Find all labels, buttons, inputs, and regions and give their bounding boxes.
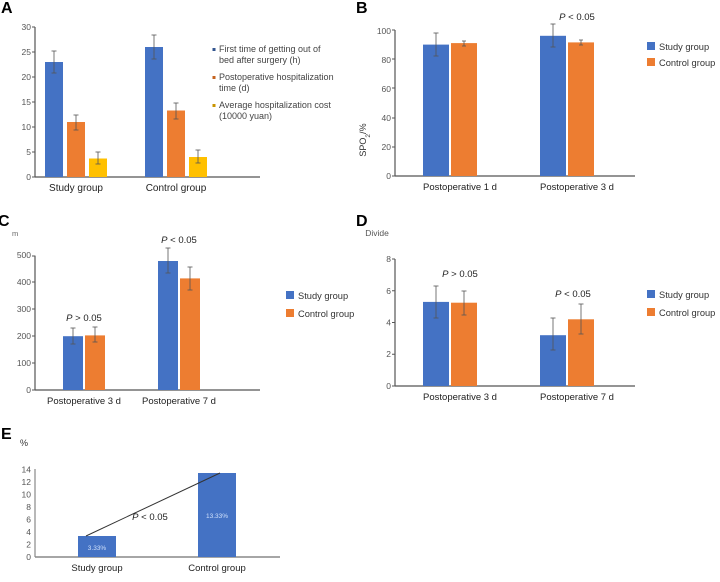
svg-text:Control group: Control group [298,309,354,319]
svg-text:10: 10 [22,490,32,500]
svg-text:m: m [12,229,18,238]
svg-text:0: 0 [26,385,31,395]
svg-text:Postoperative 3 d: Postoperative 3 d [423,392,497,403]
svg-text:P < 0.05: P < 0.05 [161,235,197,246]
svg-text:Divide: Divide [365,228,389,238]
svg-text:8: 8 [26,502,31,512]
svg-text:60: 60 [382,84,392,94]
svg-text:Study group: Study group [659,290,709,300]
svg-text:C: C [0,213,10,230]
svg-text:400: 400 [17,277,31,287]
svg-text:Control group: Control group [188,563,246,574]
svg-text:First time of getting out of: First time of getting out of [219,44,321,54]
svg-text:B: B [356,0,368,17]
svg-text:30: 30 [22,22,32,32]
svg-text:%: % [20,438,28,448]
svg-text:P < 0.05: P < 0.05 [559,12,595,23]
svg-text:300: 300 [17,304,31,314]
svg-text:Postoperative 3 d: Postoperative 3 d [540,182,614,193]
svg-text:100: 100 [377,26,391,36]
svg-text:P > 0.05: P > 0.05 [66,313,102,324]
svg-text:6: 6 [26,515,31,525]
svg-text:0: 0 [386,381,391,391]
svg-text:100: 100 [17,358,31,368]
svg-text:20: 20 [22,72,32,82]
svg-text:0: 0 [26,552,31,562]
svg-text:8: 8 [386,254,391,264]
svg-text:2: 2 [26,540,31,550]
svg-text:Postoperative 3 d: Postoperative 3 d [47,396,121,407]
svg-text:4: 4 [26,527,31,537]
svg-text:25: 25 [22,47,32,57]
svg-text:Average hospitalization cost: Average hospitalization cost [219,100,331,110]
svg-text:10: 10 [22,122,32,132]
svg-text:E: E [1,426,12,443]
svg-text:P > 0.05: P > 0.05 [442,269,478,280]
svg-text:Study group: Study group [49,183,103,194]
svg-text:200: 200 [17,331,31,341]
svg-text:P < 0.05: P < 0.05 [555,289,591,300]
svg-text:5: 5 [26,147,31,157]
svg-text:A: A [1,0,13,17]
svg-text:14: 14 [22,465,32,475]
svg-text:0: 0 [386,171,391,181]
svg-text:Postoperative 7 d: Postoperative 7 d [142,396,216,407]
svg-text:3.33%: 3.33% [88,545,107,552]
svg-text:SPO2/%: SPO2/% [358,123,372,156]
svg-text:Postoperative 1 d: Postoperative 1 d [423,182,497,193]
svg-text:Postoperative hospitalization: Postoperative hospitalization [219,72,334,82]
svg-text:0: 0 [26,172,31,182]
svg-text:Control group: Control group [659,58,715,68]
svg-text:20: 20 [382,142,392,152]
svg-text:15: 15 [22,97,32,107]
svg-text:bed after surgery (h): bed after surgery (h) [219,55,301,65]
svg-text:time (d): time (d) [219,83,250,93]
svg-text:2: 2 [386,349,391,359]
svg-text:500: 500 [17,250,31,260]
svg-text:80: 80 [382,55,392,65]
svg-text:13.33%: 13.33% [206,513,228,520]
svg-text:6: 6 [386,286,391,296]
svg-text:Study group: Study group [71,563,122,574]
svg-text:12: 12 [22,477,32,487]
svg-text:Study group: Study group [659,42,709,52]
svg-text:Study group: Study group [298,291,348,301]
svg-text:4: 4 [386,318,391,328]
svg-text:Control group: Control group [146,183,207,194]
svg-text:40: 40 [382,113,392,123]
svg-text:Postoperative 7 d: Postoperative 7 d [540,392,614,403]
svg-text:P < 0.05: P < 0.05 [132,512,168,523]
svg-text:(10000 yuan): (10000 yuan) [219,111,272,121]
svg-text:Control group: Control group [659,308,715,318]
